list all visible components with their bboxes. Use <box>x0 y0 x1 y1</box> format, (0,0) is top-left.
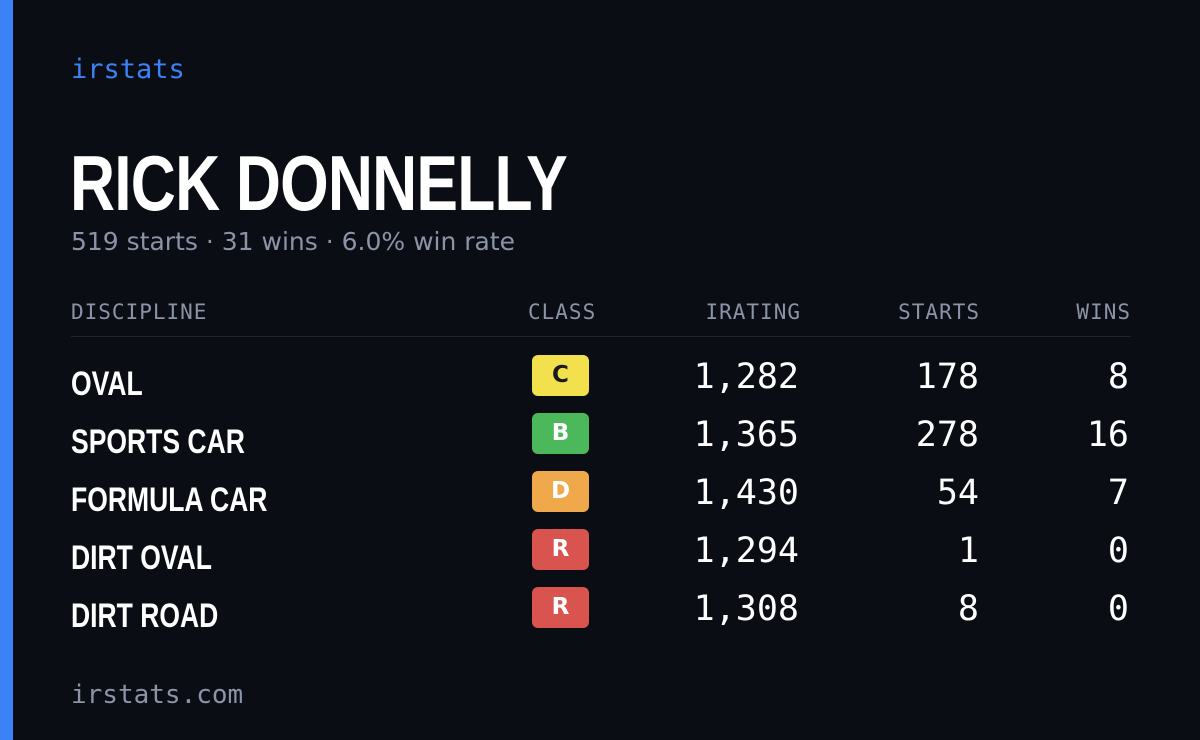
row-discipline: SPORTS CAR <box>71 423 245 461</box>
header-discipline: DISCIPLINE <box>71 300 208 324</box>
table-body: OVAL C 1,282 178 8 SPORTS CAR B 1,365 27… <box>71 353 1131 643</box>
brand-logo-text: irstats <box>71 54 185 85</box>
row-irating: 1,365 <box>693 415 799 455</box>
class-badge: B <box>532 413 589 454</box>
row-wins: 7 <box>1107 473 1129 513</box>
table-row: FORMULA CAR D 1,430 54 7 <box>71 469 1131 527</box>
class-badge: R <box>532 529 589 570</box>
accent-bar <box>0 0 13 740</box>
row-irating: 1,308 <box>693 589 799 629</box>
table-row: DIRT ROAD R 1,308 8 0 <box>71 585 1131 643</box>
table-row: OVAL C 1,282 178 8 <box>71 353 1131 411</box>
header-irating: IRATING <box>705 300 801 324</box>
row-wins: 0 <box>1107 589 1129 629</box>
row-starts: 278 <box>915 415 979 455</box>
table-row: SPORTS CAR B 1,365 278 16 <box>71 411 1131 469</box>
row-wins: 8 <box>1107 357 1129 397</box>
class-badge: C <box>532 355 589 396</box>
header-wins: WINS <box>1076 300 1131 324</box>
header-starts: STARTS <box>898 300 980 324</box>
row-wins: 16 <box>1086 415 1129 455</box>
table-row: DIRT OVAL R 1,294 1 0 <box>71 527 1131 585</box>
row-starts: 8 <box>957 589 979 629</box>
row-wins: 0 <box>1107 531 1129 571</box>
row-discipline: FORMULA CAR <box>71 481 268 519</box>
class-badge: R <box>532 587 589 628</box>
header-class: CLASS <box>528 300 597 324</box>
row-starts: 1 <box>957 531 979 571</box>
footer-url: irstats.com <box>71 680 244 710</box>
class-badge: D <box>532 471 589 512</box>
row-irating: 1,294 <box>693 531 799 571</box>
row-irating: 1,430 <box>693 473 799 513</box>
discipline-table: DISCIPLINE CLASS IRATING STARTS WINS OVA… <box>71 298 1131 643</box>
row-discipline: OVAL <box>71 365 143 403</box>
driver-summary: 519 starts · 31 wins · 6.0% win rate <box>71 227 516 256</box>
table-header: DISCIPLINE CLASS IRATING STARTS WINS <box>71 298 1131 337</box>
row-starts: 178 <box>915 357 979 397</box>
row-discipline: DIRT OVAL <box>71 539 212 577</box>
row-discipline: DIRT ROAD <box>71 597 219 635</box>
row-starts: 54 <box>936 473 979 513</box>
row-irating: 1,282 <box>693 357 799 397</box>
driver-name: RICK DONNELLY <box>70 139 568 227</box>
